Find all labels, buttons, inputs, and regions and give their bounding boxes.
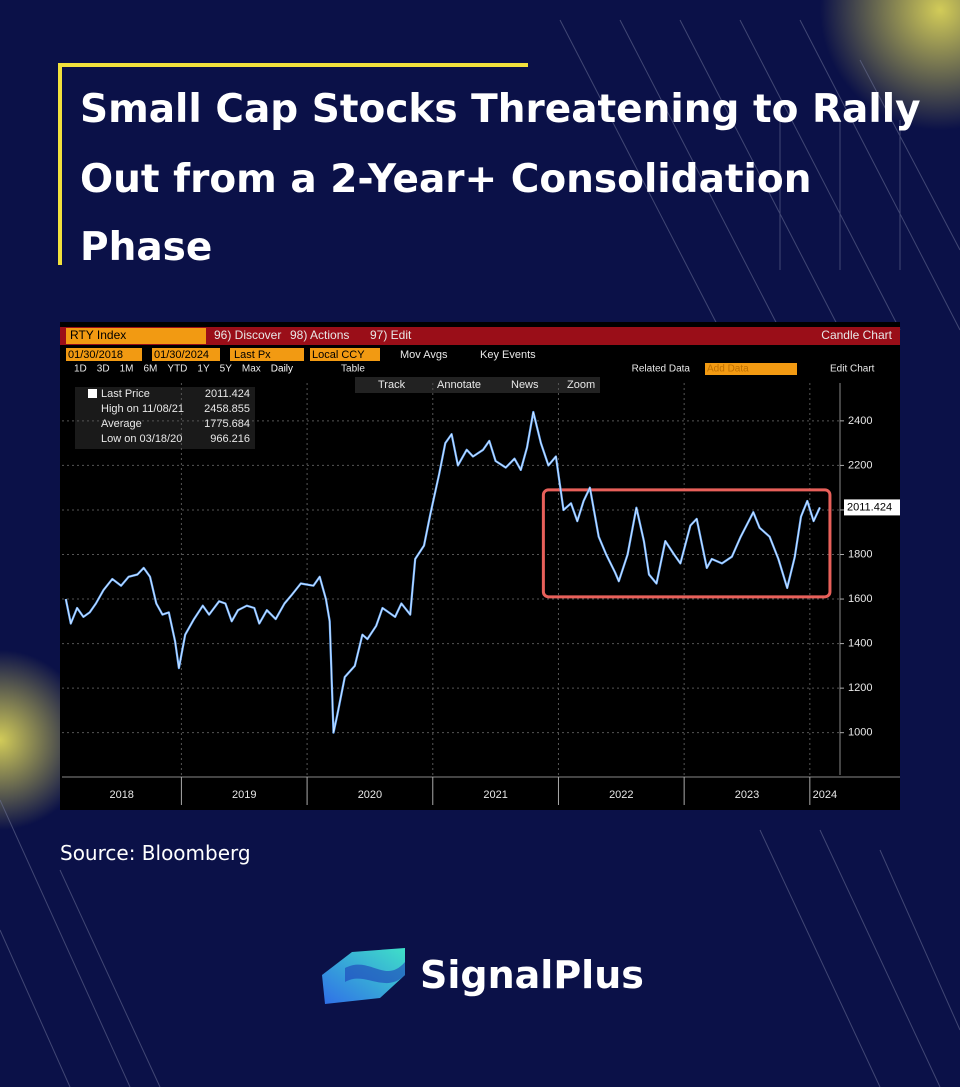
tool[interactable]: Annotate [437,379,481,391]
ticker-box [66,328,206,344]
period-button[interactable]: YTD [167,364,187,375]
y-tick-label: 1400 [848,637,872,649]
last-price-label: 2011.424 [847,501,892,513]
y-tick-label: 1600 [848,593,872,605]
y-tick-label: 1200 [848,682,872,694]
legend-label: Last Price [101,388,150,400]
legend-value: 2011.424 [205,388,250,400]
period-button[interactable]: Table [341,364,365,375]
chart-kind: Candle Chart [821,328,892,342]
decor-lines [0,19,960,1087]
y-tick-label: 2200 [848,459,872,471]
period-bar: 1D 3D 1M 6M YTD 1Y 5Y Max Daily Table [74,364,365,375]
logo-icon [345,962,405,984]
last-price-tag [844,499,900,516]
field: Last Px [234,349,271,361]
field-box[interactable] [66,348,142,361]
option[interactable]: Mov Avgs [400,349,448,361]
y-tick-label: 1000 [848,727,872,739]
menu-item[interactable]: 98) Actions [290,328,349,342]
menu-item[interactable]: 97) Edit [370,328,412,342]
legend-value: 966.216 [210,433,250,445]
add-data[interactable]: Add Data [707,364,749,375]
title-bracket [58,63,528,265]
period-button[interactable]: 6M [144,364,158,375]
date-to: 01/30/2024 [154,349,209,361]
legend-swatch [88,389,97,398]
field-box[interactable] [152,348,220,361]
period-button[interactable]: 1M [120,364,134,375]
price-line-highlight [65,411,821,733]
legend-box [75,387,255,449]
related-data[interactable]: Related Data [632,364,691,375]
title-line: Small Cap Stocks Threatening to Rally [80,87,921,132]
tool[interactable]: Track [378,379,406,391]
tool[interactable]: Zoom [567,379,595,391]
x-tick-label: 2023 [735,789,759,801]
field-box[interactable] [310,348,380,361]
x-tick-label: 2022 [609,789,633,801]
ticker: RTY Index [70,328,126,342]
date-from: 01/30/2018 [68,349,123,361]
highlight-box [541,488,832,599]
legend-label: High on 11/08/21 [101,403,184,415]
tool[interactable]: News [511,379,539,391]
option[interactable]: Key Events [480,349,536,361]
title-line: Out from a 2-Year+ Consolidation [80,157,811,202]
legend-label: Average [101,418,142,430]
x-tick-label: 2018 [109,789,133,801]
add-data-box[interactable] [705,363,797,375]
period-button[interactable]: Daily [271,364,293,375]
period-button[interactable]: 5Y [220,364,233,375]
source: Source: Bloomberg [60,841,251,865]
title-line: Phase [80,225,212,270]
period-button[interactable]: 1Y [197,364,210,375]
menu-item[interactable]: 96) Discover [214,328,281,342]
x-tick-label: 2021 [483,789,507,801]
title-bar [60,327,900,345]
x-tick-label: 2019 [232,789,256,801]
legend-label: Low on 03/18/20 [101,433,182,445]
edit-chart[interactable]: Edit Chart [830,364,875,375]
legend-value: 2458.855 [204,403,250,415]
plot: 1000120014001600180020002200240020182019… [62,383,900,805]
glow [820,0,960,130]
field-box[interactable] [230,348,304,361]
x-tick-label: 2024 [813,789,837,801]
y-tick-label: 2400 [848,415,872,427]
y-tick-label: 1800 [848,548,872,560]
currency: Local CCY [312,349,365,361]
period-button[interactable]: 1D [74,364,87,375]
x-tick-label: 2020 [358,789,382,801]
bloomberg-screenshot: RTY Index 96) Discover 98) Actions 97) E… [60,322,900,810]
legend-value: 1775.684 [204,418,250,430]
period-button[interactable]: 3D [97,364,110,375]
tool-bar [355,377,600,393]
brand: SignalPlus [420,953,644,997]
period-button[interactable]: Max [242,364,261,375]
